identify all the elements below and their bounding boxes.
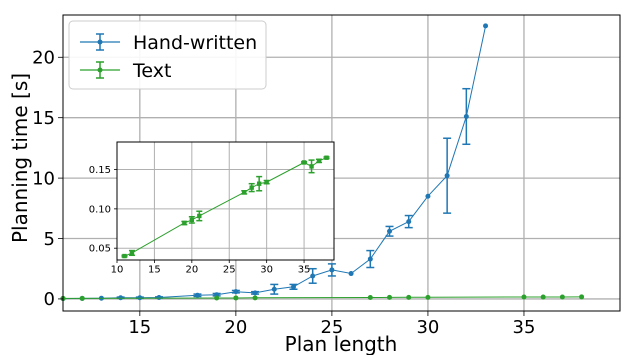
main-hand-written-point bbox=[271, 286, 277, 292]
inset-x-tick-label: 10 bbox=[111, 265, 124, 276]
main-hand-written-point bbox=[233, 289, 239, 295]
inset-series bbox=[121, 155, 330, 259]
y-axis-label: Planning time [s] bbox=[8, 73, 32, 243]
inset-x-tick-label: 25 bbox=[223, 265, 236, 276]
main-hand-written-point bbox=[252, 290, 258, 296]
inset-2ca02c-point bbox=[324, 155, 329, 160]
inset-y-tick-label: 0.10 bbox=[89, 204, 111, 215]
main-y-tick-label: 10 bbox=[32, 168, 55, 189]
main-x-ticks: 15 20 25 30 35 bbox=[128, 311, 535, 338]
inset-y-ticks: 0.05 0.10 0.15 bbox=[89, 165, 117, 255]
main-y-tick-label: 15 bbox=[32, 108, 55, 129]
main-text-point bbox=[214, 295, 220, 301]
inset-2ca02c-point bbox=[129, 250, 135, 256]
main-x-tick-label: 20 bbox=[224, 317, 247, 338]
main-hand-written-point bbox=[137, 295, 143, 301]
inset-x-tick-label: 35 bbox=[298, 265, 311, 276]
main-x-tick-label: 30 bbox=[416, 317, 439, 338]
main-axes: 15 20 25 30 35 0 5 10 15 20 Plan length Planning… bbox=[8, 14, 621, 355]
inset-2ca02c-point bbox=[122, 253, 127, 259]
main-text-point bbox=[367, 294, 373, 300]
main-text-point bbox=[559, 294, 565, 300]
main-text-point bbox=[233, 295, 239, 301]
main-plot-frame bbox=[62, 14, 621, 312]
main-y-tick-label: 5 bbox=[44, 229, 55, 250]
main-text-point bbox=[387, 294, 393, 300]
inset-x-tick-label: 20 bbox=[185, 265, 198, 276]
inset-x-tick-label: 15 bbox=[148, 265, 161, 276]
inset-axes: 10 15 20 25 30 35 0.05 0.10 0.15 bbox=[89, 141, 335, 276]
x-axis-label: Plan length bbox=[285, 332, 398, 355]
main-x-tick-label: 35 bbox=[513, 317, 536, 338]
main-text-point bbox=[579, 294, 585, 300]
main-hand-written-point bbox=[290, 284, 296, 290]
inset-plot-frame bbox=[116, 141, 335, 261]
legend-entry-text: Text bbox=[80, 60, 171, 82]
main-hand-written-line bbox=[62, 25, 487, 300]
main-hand-written-point bbox=[463, 113, 469, 119]
main-series bbox=[60, 23, 585, 302]
main-y-ticks: 0 5 10 15 20 bbox=[32, 48, 63, 310]
inset-y-tick-label: 0.15 bbox=[89, 165, 111, 176]
legend: Hand-written Text bbox=[68, 20, 267, 90]
inset-x-ticks: 10 15 20 25 30 35 bbox=[111, 260, 311, 276]
main-hand-written-point bbox=[444, 173, 450, 179]
main-text-point bbox=[540, 294, 546, 300]
inset-2ca02c-point bbox=[242, 190, 247, 195]
main-y-tick-label: 20 bbox=[32, 48, 55, 69]
inset-2ca02c-point bbox=[264, 179, 269, 185]
inset-x-tick-label: 30 bbox=[260, 265, 273, 276]
inset-y-tick-label: 0.05 bbox=[89, 244, 111, 255]
legend-label-hand-written: Hand-written bbox=[133, 32, 257, 54]
main-x-tick-label: 25 bbox=[320, 317, 343, 338]
main-hand-written-point bbox=[425, 193, 431, 199]
main-text-point bbox=[521, 294, 527, 300]
main-y-tick-label: 0 bbox=[44, 289, 55, 310]
inset-2ca02c-point bbox=[256, 181, 262, 186]
legend-marker-hand-written bbox=[97, 39, 103, 45]
main-hand-written-point bbox=[156, 294, 162, 300]
main-text-point bbox=[425, 294, 431, 300]
main-hand-written-point bbox=[348, 271, 354, 277]
main-hand-written-point bbox=[406, 219, 412, 225]
inset-2ca02c-point bbox=[249, 185, 254, 190]
main-text-point bbox=[252, 295, 258, 301]
legend-label-text: Text bbox=[132, 60, 171, 82]
inset-2ca02c-point bbox=[197, 213, 202, 219]
legend-box bbox=[68, 20, 267, 90]
inset-2ca02c-point bbox=[309, 164, 314, 169]
main-hand-written-point bbox=[483, 23, 489, 29]
main-text-point bbox=[406, 294, 412, 300]
main-hand-written-point bbox=[367, 256, 373, 262]
main-text-point bbox=[79, 295, 85, 301]
main-hand-written-point bbox=[194, 292, 200, 298]
main-hand-written-point bbox=[118, 295, 124, 301]
legend-entry-hand-written: Hand-written bbox=[80, 32, 257, 54]
inset-2ca02c-point bbox=[189, 217, 195, 223]
legend-marker-text bbox=[97, 67, 103, 73]
main-hand-written-point bbox=[310, 273, 316, 279]
inset-2ca02c-point bbox=[182, 220, 187, 226]
main-hand-written-point bbox=[329, 267, 335, 273]
inset-2ca02c-point bbox=[301, 160, 307, 165]
main-hand-written-point bbox=[387, 228, 393, 234]
main-x-tick-label: 15 bbox=[128, 317, 151, 338]
inset-2ca02c-point bbox=[316, 158, 322, 164]
